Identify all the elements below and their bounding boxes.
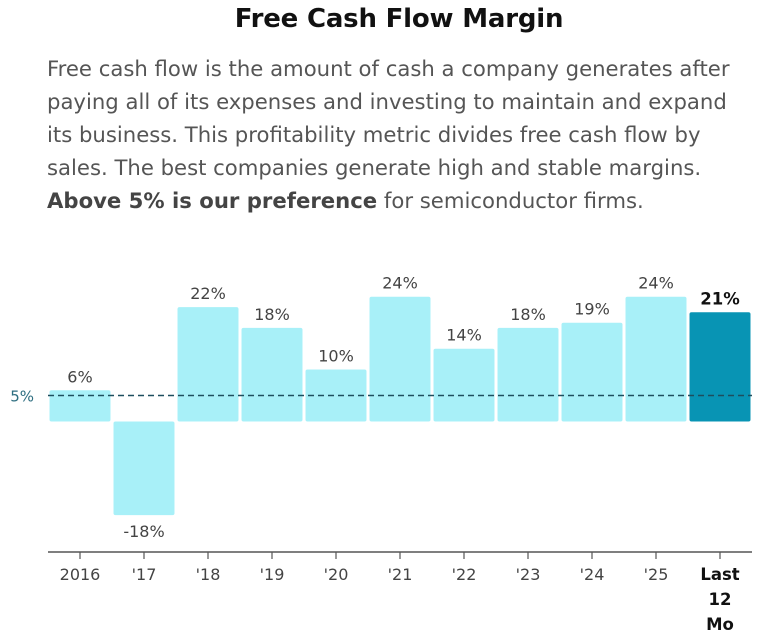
chart-description: Free cash flow is the amount of cash a c… xyxy=(47,52,747,217)
x-tick-label-10-line-0: Last xyxy=(700,565,739,584)
bar-9 xyxy=(625,296,687,422)
description-text-end: for semiconductor firms. xyxy=(377,188,644,213)
bar-3 xyxy=(241,327,303,422)
x-tick-label-8: '24 xyxy=(580,565,605,584)
bar-2 xyxy=(177,307,239,422)
bar-0 xyxy=(49,390,111,422)
bar-value-label-4: 10% xyxy=(318,347,354,366)
bar-6 xyxy=(433,348,495,422)
x-tick-label-1: '17 xyxy=(132,565,157,584)
description-text: Free cash flow is the amount of cash a c… xyxy=(47,56,730,180)
bar-value-label-6: 14% xyxy=(446,326,482,345)
x-tick-label-2: '18 xyxy=(196,565,221,584)
x-tick-label-10-line-2: Mo xyxy=(706,615,734,634)
bar-5 xyxy=(369,296,431,422)
x-tick-label-9: '25 xyxy=(644,565,669,584)
x-tick-label-3: '19 xyxy=(260,565,285,584)
bar-7 xyxy=(497,327,559,422)
bar-value-label-2: 22% xyxy=(190,284,226,303)
chart-title: Free Cash Flow Margin xyxy=(234,4,564,34)
x-tick-label-10-line-1: 12 xyxy=(709,590,732,609)
bar-value-label-0: 6% xyxy=(67,367,92,386)
bar-1 xyxy=(113,421,175,516)
x-tick-label-7: '23 xyxy=(516,565,541,584)
bar-value-label-8: 19% xyxy=(574,300,610,319)
bar-value-label-10: 21% xyxy=(700,289,740,308)
bar-value-label-1: -18% xyxy=(123,522,164,541)
bar-value-label-9: 24% xyxy=(638,274,674,293)
bar-value-label-5: 24% xyxy=(382,274,418,293)
reference-line-label: 5% xyxy=(10,388,34,406)
bar-4 xyxy=(305,369,367,422)
bar-10 xyxy=(689,312,751,422)
x-tick-label-5: '21 xyxy=(388,565,413,584)
bar-8 xyxy=(561,322,623,422)
x-tick-label-4: '20 xyxy=(324,565,349,584)
x-tick-label-0: 2016 xyxy=(60,565,101,584)
bar-value-label-7: 18% xyxy=(510,305,546,324)
bar-value-label-3: 18% xyxy=(254,305,290,324)
description-emphasis: Above 5% is our preference xyxy=(47,188,378,213)
x-tick-label-6: '22 xyxy=(452,565,477,584)
